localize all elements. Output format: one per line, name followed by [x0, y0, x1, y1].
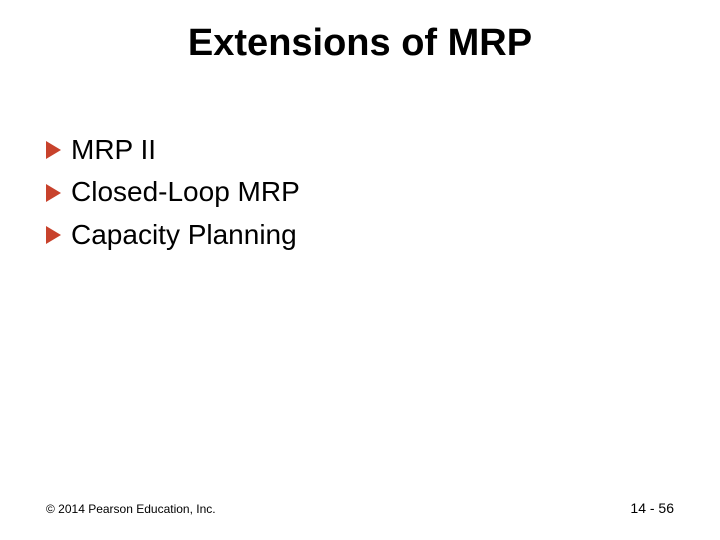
slide-title: Extensions of MRP [0, 22, 720, 65]
bullet-label: Closed-Loop MRP [71, 174, 300, 210]
list-item: Capacity Planning [46, 217, 674, 253]
copyright-text: © 2014 Pearson Education, Inc. [46, 502, 216, 516]
slide: Extensions of MRP MRP II Closed-Loop MRP… [0, 0, 720, 540]
list-item: MRP II [46, 132, 674, 168]
page-number: 14 - 56 [630, 500, 674, 516]
bullet-list: MRP II Closed-Loop MRP Capacity Planning [46, 132, 674, 259]
list-item: Closed-Loop MRP [46, 174, 674, 210]
bullet-label: Capacity Planning [71, 217, 297, 253]
triangle-right-icon [46, 141, 61, 159]
triangle-right-icon [46, 226, 61, 244]
triangle-right-icon [46, 184, 61, 202]
bullet-label: MRP II [71, 132, 156, 168]
